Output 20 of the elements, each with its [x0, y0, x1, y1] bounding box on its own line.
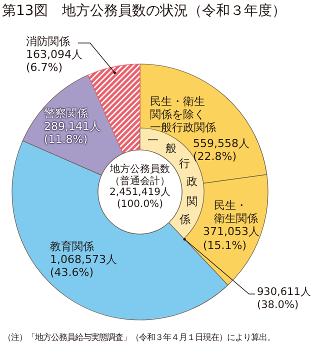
ring-label: 係	[179, 213, 190, 227]
text: 930,611人 (38.0%)	[257, 286, 312, 312]
data-label: 559,558人 (22.8%)	[193, 137, 250, 164]
slice-label: 民生・衛生関係を除く一般行政関係	[150, 95, 216, 135]
slice-label: 警察関係	[44, 107, 88, 120]
slice-label: 消防関係	[26, 35, 70, 48]
ring-label: 行	[179, 156, 190, 170]
data-label: 1,068,573人 (43.6%)	[50, 253, 117, 280]
ring-label: 一	[148, 134, 159, 147]
text: （注）「地方公務員給与実態調査」（令和３年４月１日現在）により算出。	[3, 332, 275, 343]
ring-label: 般	[166, 142, 177, 156]
data-label: 289,141人 (11.8%)	[44, 120, 100, 147]
ring-label: 関	[186, 194, 198, 208]
chart-title: 第13図 地方公務員数の状況（令和３年度）	[2, 3, 286, 20]
slice-label: 民生・衛生関係	[214, 199, 258, 226]
slice-label: 教育関係	[50, 240, 94, 254]
data-label: 371,053人 (15.1%)	[203, 225, 260, 252]
text: 地方公務員数（普通会計）2,451,419人(100.0%)	[108, 164, 172, 210]
data-label: 163,094人 (6.7%)	[26, 48, 82, 75]
ring-label: 政	[186, 175, 198, 188]
